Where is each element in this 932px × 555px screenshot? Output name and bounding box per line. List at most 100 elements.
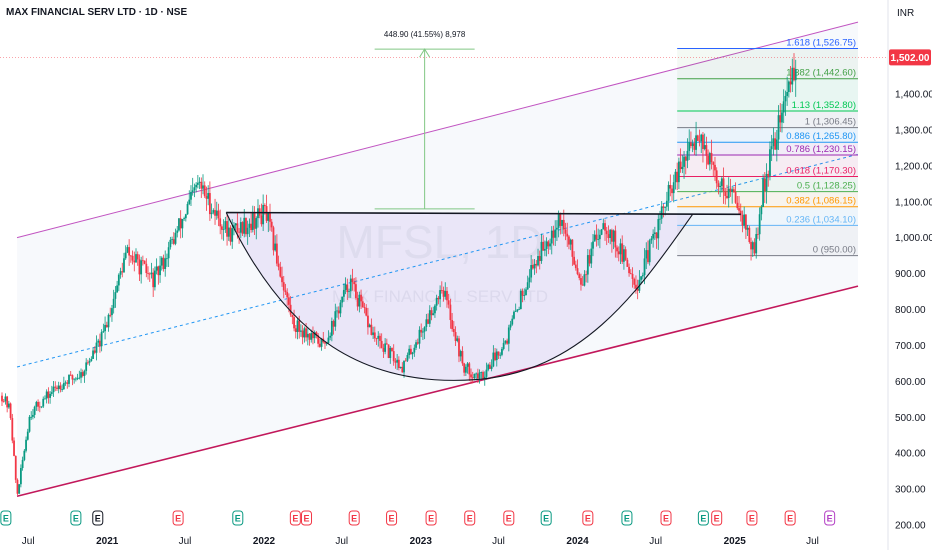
- candle-body: [473, 373, 476, 378]
- candle-body: [660, 206, 663, 219]
- candle-body: [341, 296, 344, 303]
- candle-body: [748, 227, 751, 243]
- earnings-event-label: E: [175, 514, 181, 524]
- candle-body: [229, 227, 232, 242]
- candle-body: [133, 260, 136, 263]
- candle-body: [112, 298, 115, 309]
- candle-body: [296, 320, 299, 333]
- candle-body: [114, 292, 117, 299]
- candle-body: [128, 247, 131, 256]
- candle-body: [454, 332, 457, 341]
- candle-body: [260, 215, 263, 225]
- candle-body: [37, 401, 39, 407]
- fib-level-label: 1 (1,306.45): [805, 117, 856, 128]
- candle-body: [451, 320, 454, 330]
- channel-layer: [16, 21, 859, 498]
- candle-body: [478, 372, 481, 379]
- candle-body: [501, 348, 503, 355]
- earnings-event-label: E: [624, 514, 630, 524]
- candle-body: [169, 239, 172, 248]
- candle-body: [394, 361, 397, 363]
- candle-body: [787, 81, 790, 92]
- candle-body: [624, 249, 627, 260]
- candle-body: [580, 278, 582, 285]
- earnings-event-label: E: [749, 514, 755, 524]
- candle-body: [476, 373, 479, 379]
- candle-body: [93, 350, 96, 353]
- candle-body: [38, 406, 41, 408]
- candle-body: [626, 259, 629, 267]
- candle-body: [681, 166, 684, 170]
- candle-body: [688, 142, 691, 151]
- candle-body: [301, 330, 304, 338]
- candle-body: [126, 247, 129, 253]
- candle-body: [162, 257, 165, 269]
- candle-body: [726, 195, 728, 199]
- fib-level-label: 0 (950.00): [813, 245, 856, 256]
- candle-body: [78, 377, 81, 379]
- candle-body: [224, 221, 227, 230]
- fib-level-label: 0.618 (1,170.30): [786, 166, 856, 177]
- candle-body: [200, 181, 203, 189]
- candle-body: [549, 243, 551, 247]
- candle-body: [62, 383, 65, 390]
- candle-body: [57, 385, 60, 389]
- time-tick-label: 2024: [566, 536, 589, 547]
- candle-body: [456, 338, 459, 341]
- earnings-event-label: E: [467, 514, 473, 524]
- candle-body: [633, 278, 636, 285]
- candle-body: [174, 232, 177, 244]
- candle-body: [530, 265, 533, 278]
- candle-body: [446, 290, 448, 301]
- earnings-event-label: E: [292, 514, 298, 524]
- earnings-event-marker: [425, 510, 437, 526]
- candle-body: [418, 329, 421, 344]
- price-axis[interactable]: 200.00 300.00 400.00 500.00 600.00 700.00 800.…: [895, 90, 932, 532]
- cup-fill: [226, 212, 693, 381]
- candle-body: [217, 210, 220, 219]
- candle-body: [401, 366, 404, 373]
- time-tick-label: Jul: [179, 536, 192, 547]
- candle-body: [695, 135, 697, 150]
- time-axis[interactable]: Jul 2021 Jul 2022 Jul 2023 Jul 2024 Jul 2025 Jul: [22, 536, 819, 547]
- earnings-event-marker: [289, 510, 301, 526]
- candle-body: [291, 314, 294, 318]
- time-tick-label: Jul: [806, 536, 819, 547]
- candle-body: [406, 354, 409, 361]
- candle-body: [612, 230, 615, 242]
- candle-body: [119, 271, 122, 275]
- candle-body: [358, 294, 361, 307]
- candle-body: [574, 264, 577, 269]
- candle-body: [40, 406, 43, 408]
- fib-level-label: 0.5 (1,128.25): [797, 181, 856, 192]
- candle-body: [207, 193, 210, 199]
- channel-middle-line: [16, 153, 859, 368]
- candle-body: [576, 268, 579, 275]
- last-price-value: 1,502.00: [891, 53, 930, 64]
- earnings-event-marker: [540, 510, 552, 526]
- candle-body: [104, 324, 106, 332]
- candle-body: [435, 297, 438, 306]
- candle-body: [6, 396, 9, 408]
- candle-body: [475, 373, 478, 375]
- candle-body: [403, 360, 405, 373]
- candle-body: [408, 348, 411, 355]
- candle-body: [380, 340, 383, 348]
- candle-body: [659, 218, 661, 220]
- candle-body: [274, 243, 277, 251]
- candle-body: [270, 221, 273, 228]
- candle-body: [495, 351, 498, 361]
- currency-label[interactable]: INR: [897, 8, 914, 19]
- candle-body: [564, 229, 567, 234]
- candle-body: [363, 307, 366, 308]
- candle-body: [561, 219, 563, 226]
- candle-body: [616, 247, 618, 252]
- candle-body: [284, 290, 287, 293]
- candle-body: [337, 310, 340, 314]
- candle-body: [116, 285, 119, 293]
- candle-body: [427, 319, 429, 324]
- fills-layer: [17, 22, 859, 497]
- candle-body: [138, 259, 141, 275]
- candle-body: [399, 366, 402, 368]
- earnings-event-label: E: [543, 514, 549, 524]
